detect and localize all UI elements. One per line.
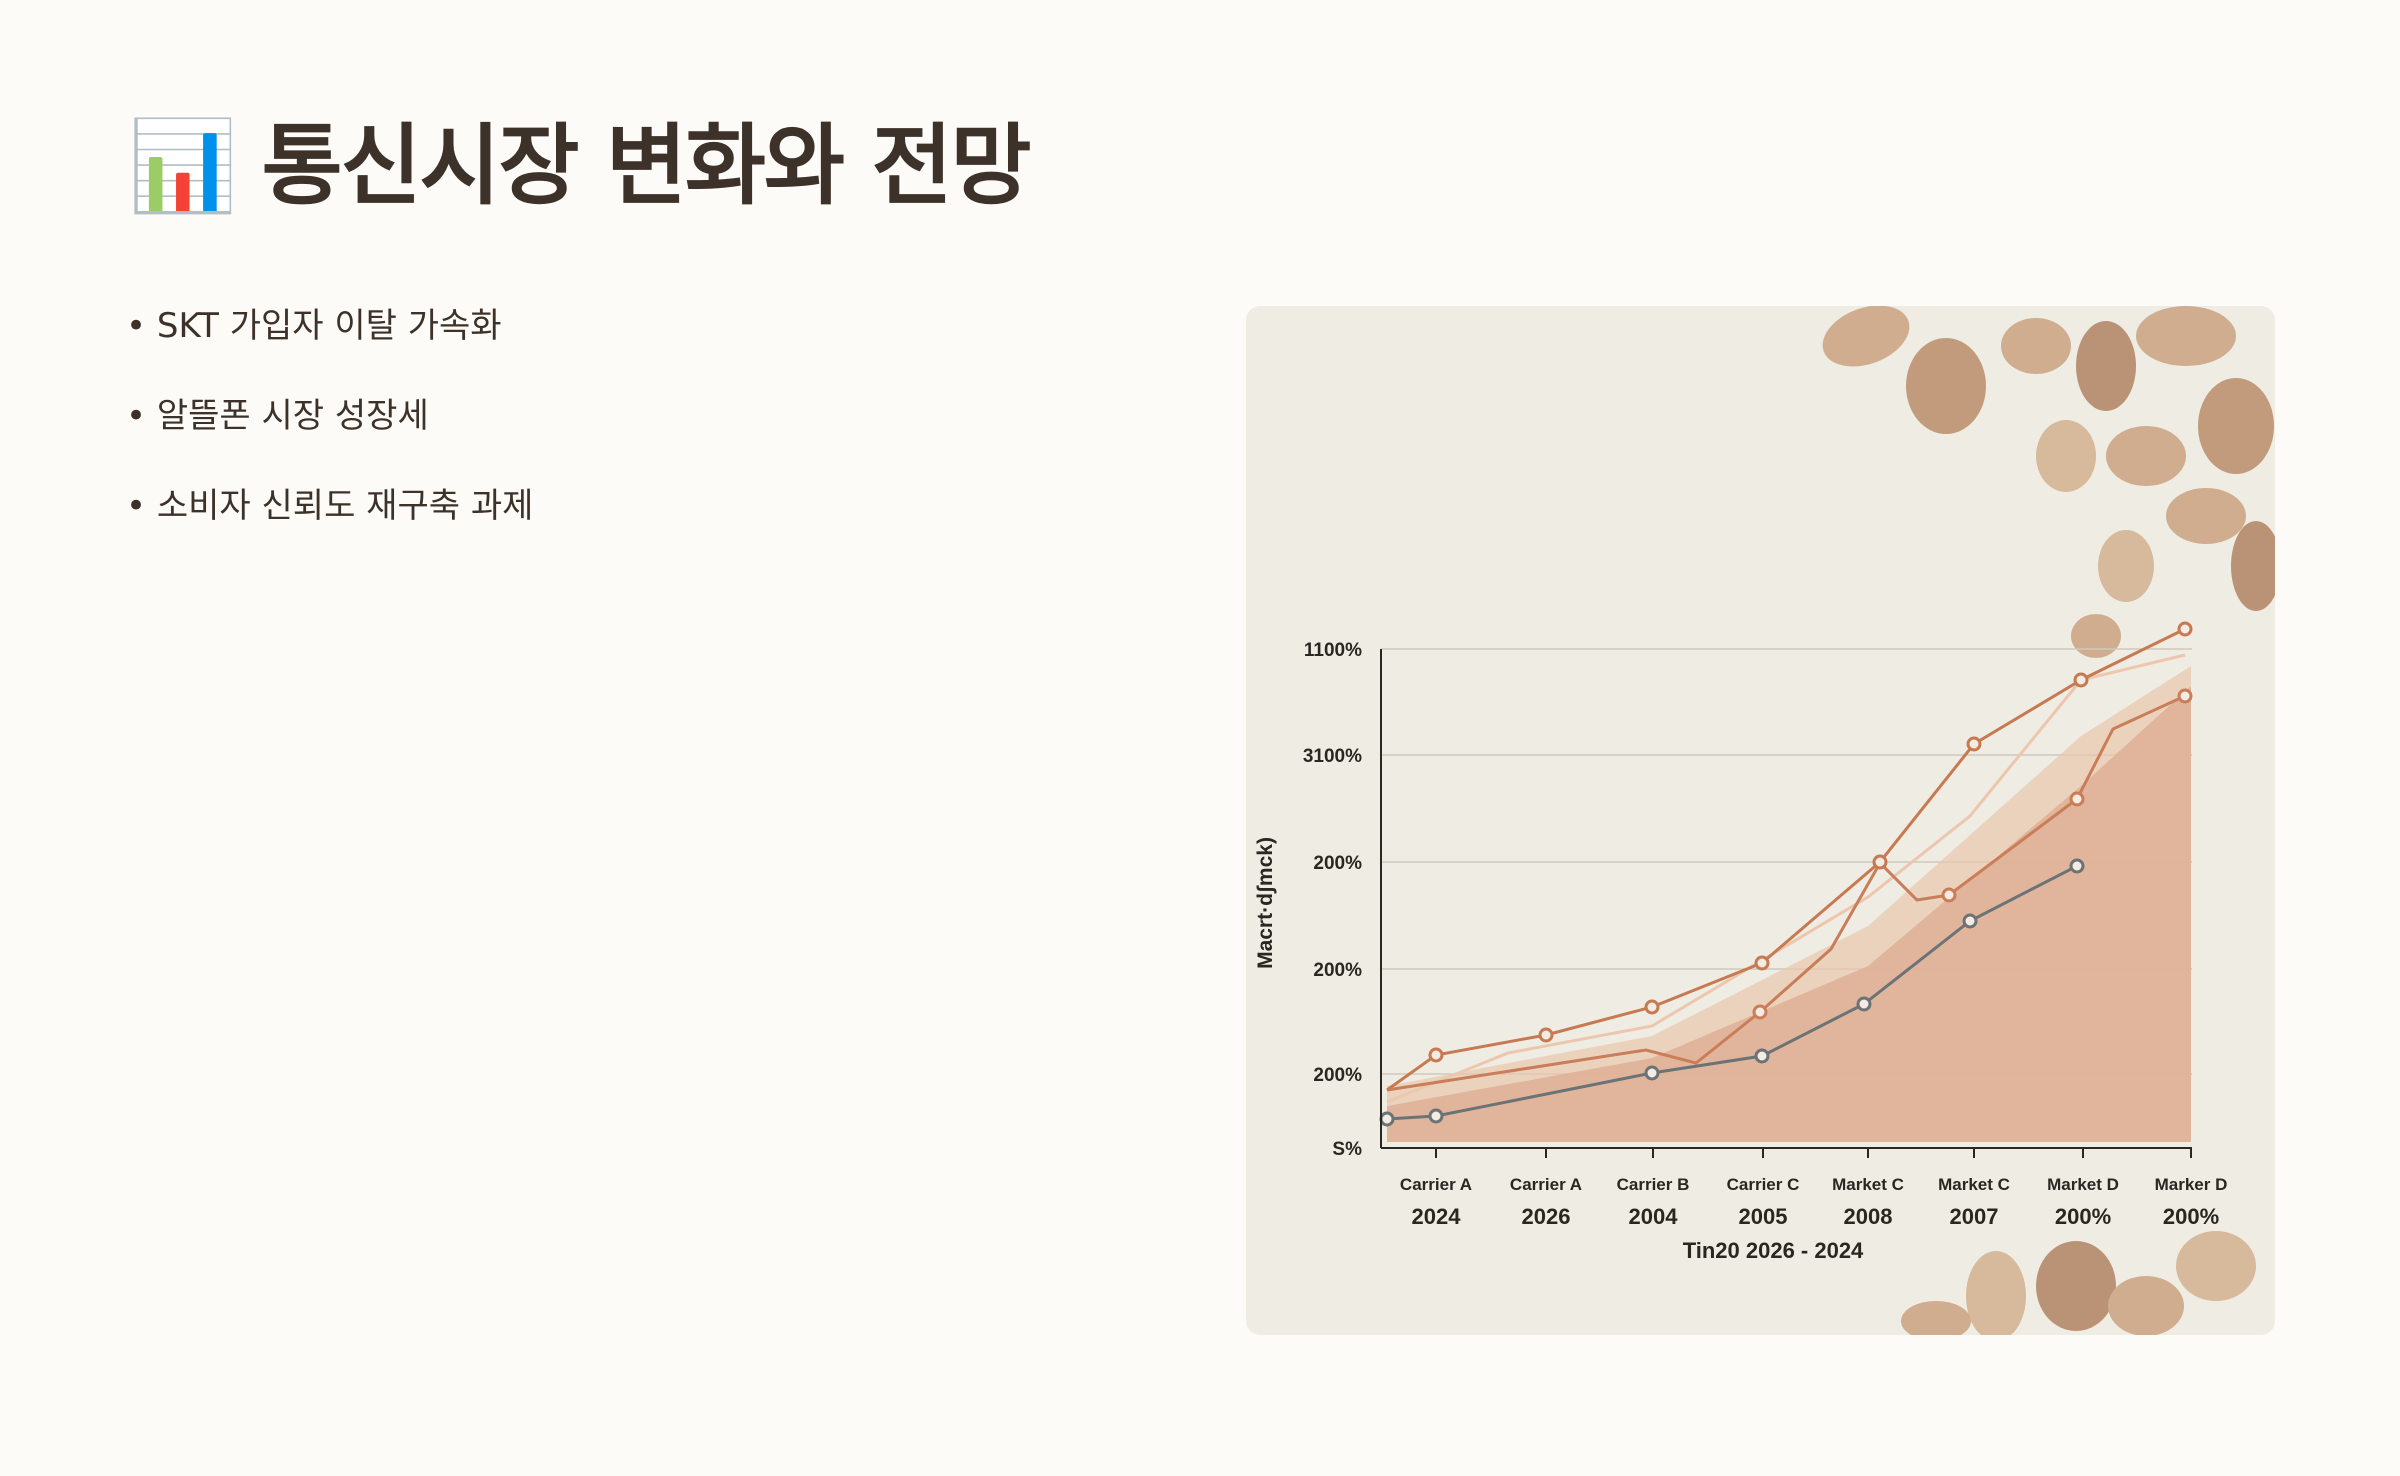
x-sublabel: 2005	[1739, 1204, 1788, 1229]
y-tick-label: 200%	[1313, 853, 1362, 874]
title-icon: 📊	[128, 114, 238, 217]
x-tick-label: Market D	[2047, 1175, 2119, 1194]
chart-image: 1100% 3100% 200% 200% 200% S% Carrier A 2024 Ca…	[1246, 306, 2275, 1335]
x-tick-label: Carrier B	[1617, 1175, 1690, 1194]
x-tick-label: Market C	[1832, 1175, 1904, 1194]
bullet: 소비자 신뢰도 재구축 과제	[126, 480, 534, 570]
slide-title: 📊 통신시장 변화와 전망	[128, 95, 1032, 222]
x-axis-label: Tin20 2026 - 2024	[1683, 1238, 1864, 1263]
y-tick-labels: 1100% 3100% 200% 200% 200% S%	[1303, 640, 1362, 1160]
x-sublabel: 2024	[1412, 1204, 1462, 1229]
y-axis-label: Macrt·dʃmck)	[1254, 837, 1277, 969]
area	[1387, 686, 2191, 1142]
y-tick-label: 1100%	[1304, 640, 1362, 661]
y-tick-label: S%	[1332, 1139, 1362, 1160]
leaves	[1822, 306, 2275, 1335]
x-tick-label: Market C	[1938, 1175, 2010, 1194]
x-sublabel: 2008	[1844, 1204, 1893, 1229]
bullet: SKT 가입자 이탈 가속화	[126, 300, 533, 390]
x-tick-label: Carrier C	[1727, 1175, 1800, 1194]
x-tick-label: Carrier A	[1400, 1175, 1472, 1194]
x-sublabel: 200%	[2055, 1204, 2111, 1229]
bullet-list: SKT 가입자 이탈 가속화 알뜰폰 시장 성장세 소비자 신뢰도 재구축 과제	[126, 300, 534, 570]
x-sublabel: 2026	[1522, 1204, 1571, 1229]
y-tick-label: 200%	[1313, 1065, 1362, 1086]
y-tick-label: 3100%	[1303, 746, 1362, 767]
x-sublabel: 2004	[1629, 1204, 1679, 1229]
axes	[1380, 649, 2192, 1158]
x-sublabel: 200%	[2163, 1204, 2219, 1229]
y-tick-label: 200%	[1313, 960, 1362, 981]
chart-illustration: 1100%3100%200%200%200%S% Carrier A2024Ca…	[1254, 306, 2275, 1335]
x-tick-label: Carrier A	[1510, 1175, 1582, 1194]
x-tick-labels: Carrier A 2024 Carrier A 2026 Carrier B 2004 C…	[1400, 1175, 2227, 1229]
x-sublabel: 2007	[1950, 1204, 1999, 1229]
bullet: 알뜰폰 시장 성장세	[126, 390, 533, 480]
title-text: 통신시장 변화와 전망	[261, 114, 1032, 217]
x-tick-label: Marker D	[2155, 1175, 2228, 1194]
markers	[1379, 621, 2193, 1127]
